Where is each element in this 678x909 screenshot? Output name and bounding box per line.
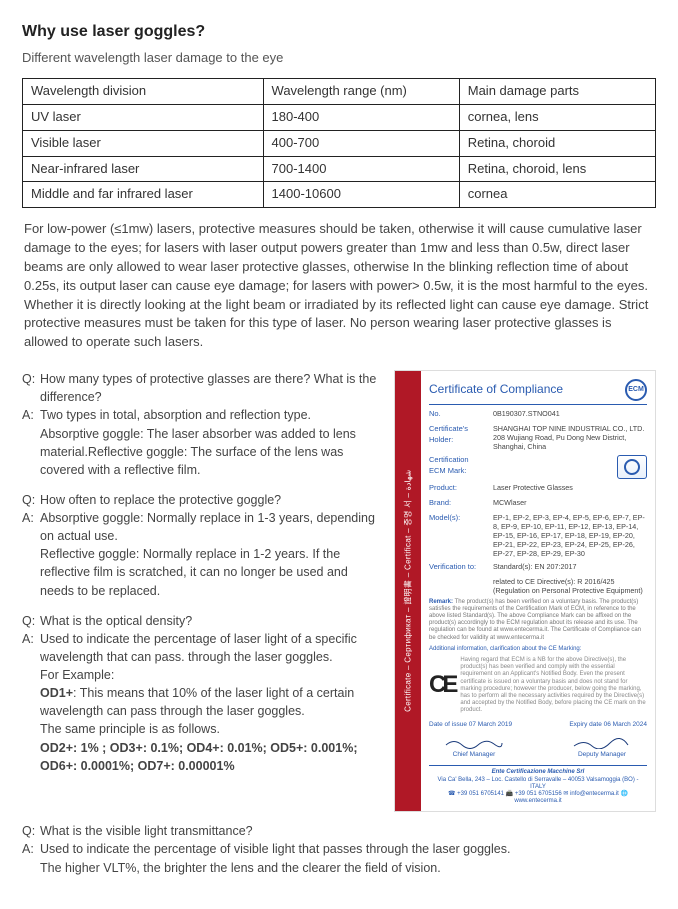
qa-item: Q:How many types of protective glasses a… <box>22 370 384 479</box>
table-row: UV laser180-400cornea, lens <box>23 104 656 130</box>
table-row: Wavelength division Wavelength range (nm… <box>23 79 656 105</box>
q-text: How often to replace the protective gogg… <box>40 491 384 509</box>
a-tag: A: <box>22 406 40 424</box>
qa-item: Q:What is the optical density? A:Used to… <box>22 612 384 775</box>
qa-item: Q:What is the visible light transmittanc… <box>22 822 656 876</box>
table-row: Middle and far infrared laser1400-10600c… <box>23 182 656 208</box>
q-tag: Q: <box>22 612 40 630</box>
cert-no-label: No. <box>429 409 487 420</box>
intro-paragraph: For low-power (≤1mw) lasers, protective … <box>22 220 656 352</box>
a-text: Absorptive goggle: Normally replace in 1… <box>40 509 384 545</box>
signature-icon <box>557 736 647 750</box>
od1-line: OD1+: This means that 10% of the laser l… <box>22 684 384 720</box>
ecm-badge-icon: ECM <box>625 379 647 401</box>
table-header: Main damage parts <box>459 79 655 105</box>
expiry-date: Expiry date 06 March 2024 <box>569 720 647 729</box>
issue-date: Date of issue 07 March 2019 <box>429 720 512 729</box>
q-tag: Q: <box>22 491 40 509</box>
sig-left-label: Chief Manager <box>429 750 519 759</box>
q-tag: Q: <box>22 822 40 840</box>
sig-right-label: Deputy Manager <box>557 750 647 759</box>
ce-mark-icon: CE <box>429 668 454 703</box>
a-text: Two types in total, absorption and refle… <box>40 406 384 424</box>
table-row: Near-infrared laser700-1400Retina, choro… <box>23 156 656 182</box>
remark-text: The product(s) has been verified on a vo… <box>429 599 641 641</box>
table-header: Wavelength range (nm) <box>263 79 459 105</box>
certificate-title: Certificate of Compliance <box>429 381 563 398</box>
a-text: Reflective goggle: Normally replace in 1… <box>22 545 384 599</box>
q-tag: Q: <box>22 370 40 406</box>
table-row: Visible laser400-700Retina, choroid <box>23 130 656 156</box>
ce-note: Additional information, clarification ab… <box>429 646 647 653</box>
wavelength-table: Wavelength division Wavelength range (nm… <box>22 78 656 208</box>
a-text: The higher VLT%, the brighter the lens a… <box>22 859 656 877</box>
a-text: Used to indicate the percentage of visib… <box>40 840 656 858</box>
a-tag: A: <box>22 840 40 858</box>
signature-icon <box>429 736 519 750</box>
a-tag: A: <box>22 509 40 545</box>
page-title: Why use laser goggles? <box>22 20 656 43</box>
spine-text: Certificate – Сертификат – 證明書 – Certifi… <box>402 470 414 712</box>
qa-item: Q:How often to replace the protective go… <box>22 491 384 600</box>
qa-column: Q:How many types of protective glasses a… <box>22 370 384 787</box>
a-tag: A: <box>22 630 40 666</box>
remark-label: Remark: <box>429 599 453 605</box>
a-text: The same principle is as follows. <box>22 720 384 738</box>
ecm-mark-icon <box>617 455 647 479</box>
q-text: What is the optical density? <box>40 612 384 630</box>
od-summary: OD2+: 1% ; OD3+: 0.1%; OD4+: 0.01%; OD5+… <box>22 739 384 775</box>
cert-no-value: 0B190307.STNO041 <box>493 409 647 420</box>
a-text: Absorptive goggle: The laser absorber wa… <box>22 425 384 479</box>
ce-side-text: Having regard that ECM is a NB for the a… <box>460 657 647 715</box>
certificate-spine: Certificate – Сертификат – 證明書 – Certifi… <box>395 371 421 811</box>
certificate-footer: Ente Certificazione Macchine Srl Via Ca'… <box>429 765 647 805</box>
a-text: Used to indicate the percentage of laser… <box>40 630 384 666</box>
a-text: For Example: <box>22 666 384 684</box>
q-text: What is the visible light transmittance? <box>40 822 656 840</box>
page-subtitle: Different wavelength laser damage to the… <box>22 49 656 68</box>
table-header: Wavelength division <box>23 79 264 105</box>
certificate-card: Certificate – Сертификат – 證明書 – Certifi… <box>394 370 656 812</box>
q-text: How many types of protective glasses are… <box>40 370 384 406</box>
